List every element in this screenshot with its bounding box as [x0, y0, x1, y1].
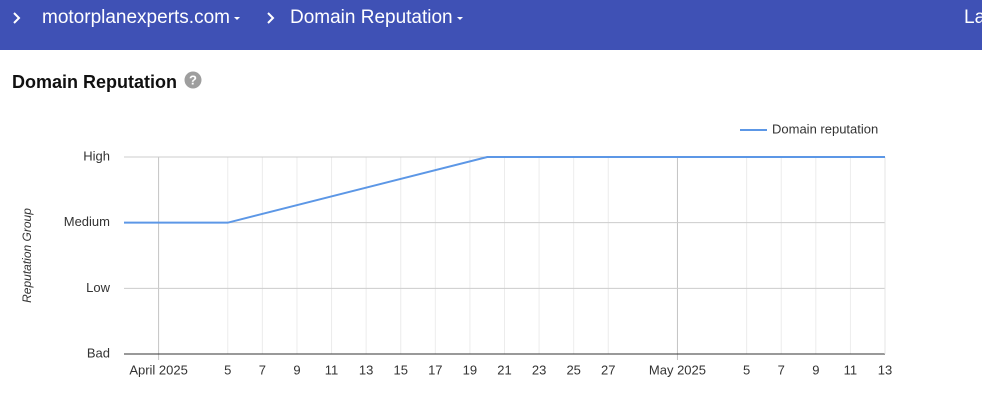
- x-tick-label: 11: [844, 362, 858, 377]
- y-axis-label: Reputation Group: [20, 208, 34, 303]
- x-tick-label: 5: [743, 362, 750, 377]
- help-icon[interactable]: ?: [184, 71, 202, 89]
- breadcrumb[interactable]: motorplanexperts.com: [0, 7, 244, 29]
- dropdown-caret: [233, 17, 240, 20]
- chart: April 2025 5 7 9 11 13 15 17 19 21 23 25 27 May 2025 5…: [20, 121, 892, 377]
- date-range-menu[interactable]: La: [964, 7, 982, 28]
- chevron: [267, 12, 275, 24]
- x-tick-label: April 2025: [129, 362, 188, 377]
- x-tick-label: 5: [224, 362, 231, 377]
- breadcrumb-text[interactable]: Domain Reputation: [289, 7, 453, 28]
- x-tick-label: 23: [532, 362, 546, 377]
- line-series: [124, 156, 885, 224]
- x-tick-label: 21: [497, 362, 511, 377]
- x-tick-label: 13: [359, 362, 373, 377]
- x-tick-label: 15: [393, 362, 407, 377]
- x-tick-label: 7: [259, 362, 266, 377]
- x-tick-label: 7: [778, 362, 785, 377]
- y-tick-label: Medium: [64, 214, 110, 229]
- x-tick-label: 13: [878, 362, 892, 377]
- breadcrumb[interactable]: Domain Reputation: [264, 7, 467, 29]
- page-title: Domain Reputation: [12, 72, 177, 92]
- y-tick-label: High: [83, 148, 110, 163]
- x-tick-label: 27: [601, 362, 615, 377]
- legend-label: Domain reputation: [772, 121, 878, 136]
- y-tick-label: Bad: [87, 345, 110, 360]
- top-bar: motorplanexperts.com Domain Reputation L…: [0, 0, 982, 50]
- x-tick-label: 9: [293, 362, 300, 377]
- x-tick-label: 11: [325, 362, 339, 377]
- x-tick-label: 9: [812, 362, 819, 377]
- breadcrumb-text[interactable]: motorplanexperts.com: [42, 7, 230, 28]
- help-glyph: ?: [189, 72, 197, 87]
- y-tick-label: Low: [86, 280, 110, 295]
- x-tick-label: May 2025: [649, 362, 706, 377]
- x-tick-label: 19: [463, 362, 477, 377]
- chevron: [13, 12, 21, 24]
- dropdown-caret: [456, 17, 463, 20]
- x-tick-label: 25: [566, 362, 580, 377]
- x-tick-label: 17: [428, 362, 442, 377]
